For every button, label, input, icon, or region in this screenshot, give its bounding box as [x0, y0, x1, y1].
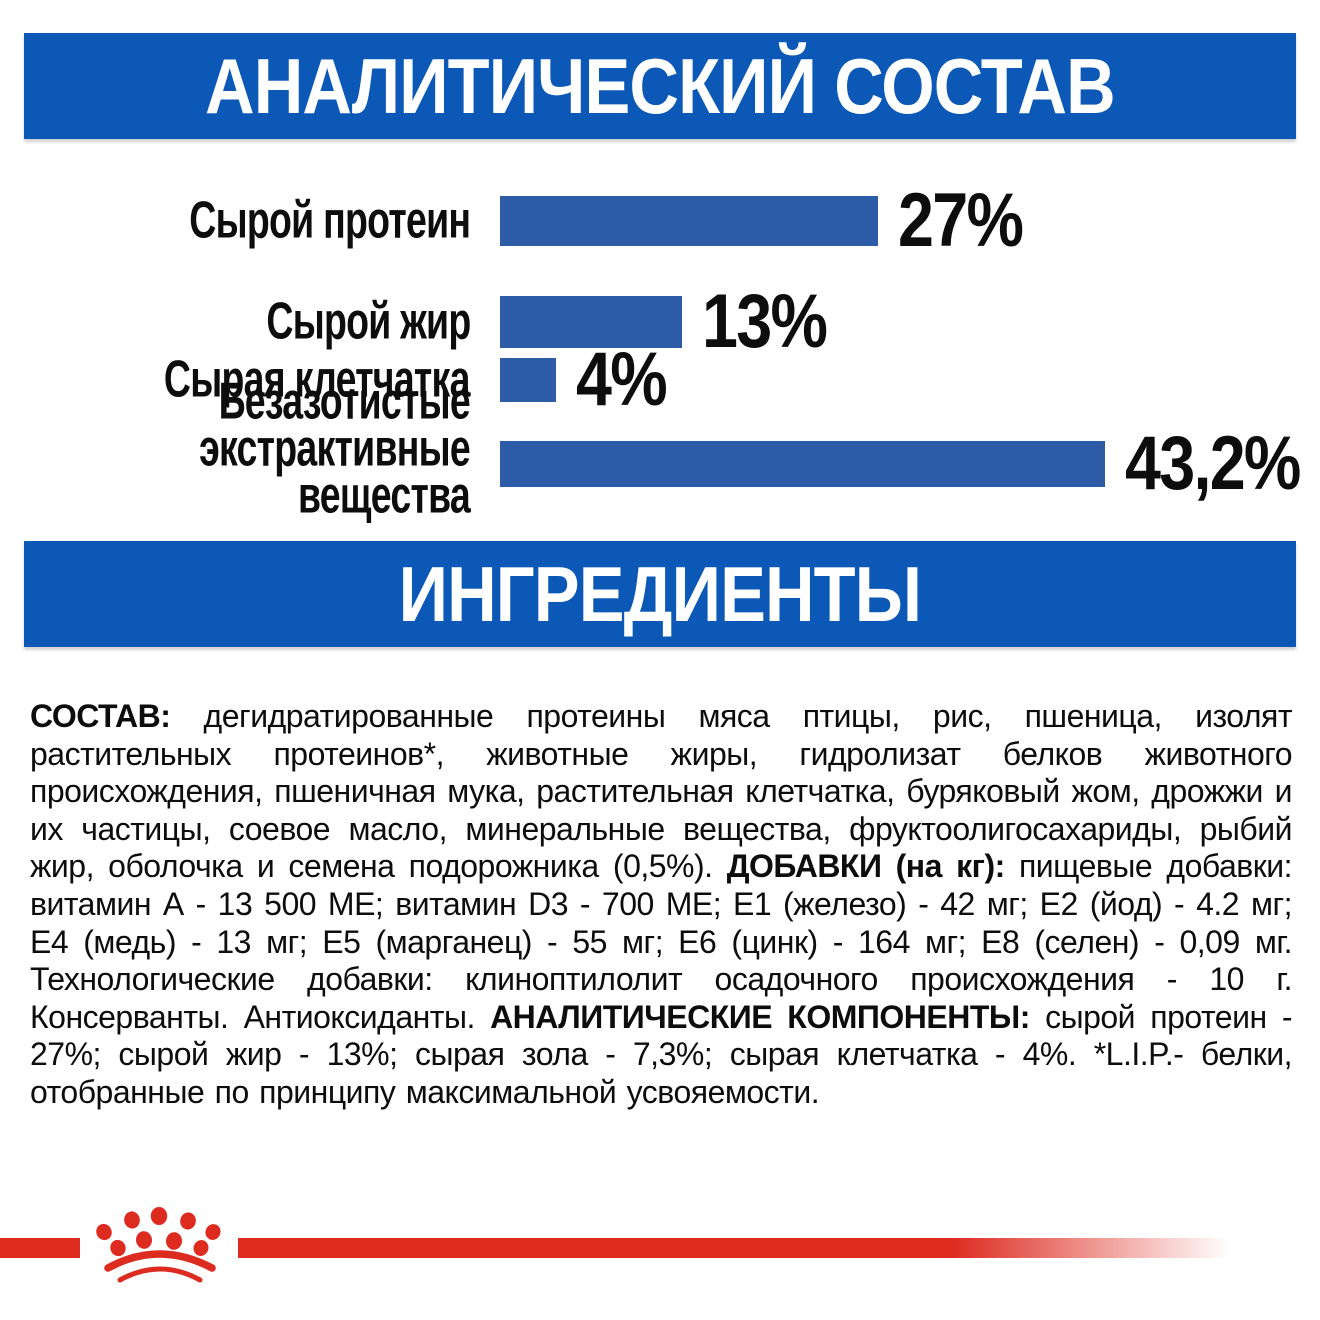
bar-crude-protein — [500, 196, 878, 246]
bar-label: Сырой протеин — [188, 191, 471, 250]
analytical-composition-title: АНАЛИТИЧЕСКИЙ СОСТАВ — [205, 41, 1116, 130]
brand-stripe-right — [238, 1238, 1230, 1258]
bar-value: 4% — [576, 337, 668, 422]
royal-canin-crown-icon — [96, 1207, 221, 1283]
chart-row-nitrogen-free-extract: Безазотистые экстрактивные вещества 43,2… — [0, 376, 1320, 522]
bar-value: 27% — [898, 178, 1024, 263]
chart-row-crude-fiber: Сырая клетчатка 4% — [0, 342, 1320, 418]
ingredients-text: СОСТАВ: дегидратированные протеины мяса … — [30, 698, 1293, 1110]
bar-crude-fiber — [500, 358, 556, 402]
bar-value: 43,2% — [1124, 421, 1301, 506]
bar-label: Безазотистые экстрактивные вещества — [199, 372, 471, 525]
analytical-composition-banner: АНАЛИТИЧЕСКИЙ СОСТАВ — [24, 33, 1296, 139]
bar-value: 13% — [702, 279, 828, 364]
bar-nitrogen-free-extract — [500, 441, 1105, 487]
chart-row-crude-fat: Сырой жир 13% — [0, 284, 1320, 360]
ingredients-banner: ИНГРЕДИЕНТЫ — [24, 541, 1296, 647]
ingredients-title: ИНГРЕДИЕНТЫ — [398, 549, 922, 638]
bar-label: Сырая клетчатка — [164, 350, 470, 409]
brand-stripe-left — [0, 1238, 80, 1258]
bar-label: Сырой жир — [265, 292, 471, 351]
chart-row-crude-protein: Сырой протеин 27% — [0, 183, 1320, 259]
bar-crude-fat — [500, 296, 682, 348]
